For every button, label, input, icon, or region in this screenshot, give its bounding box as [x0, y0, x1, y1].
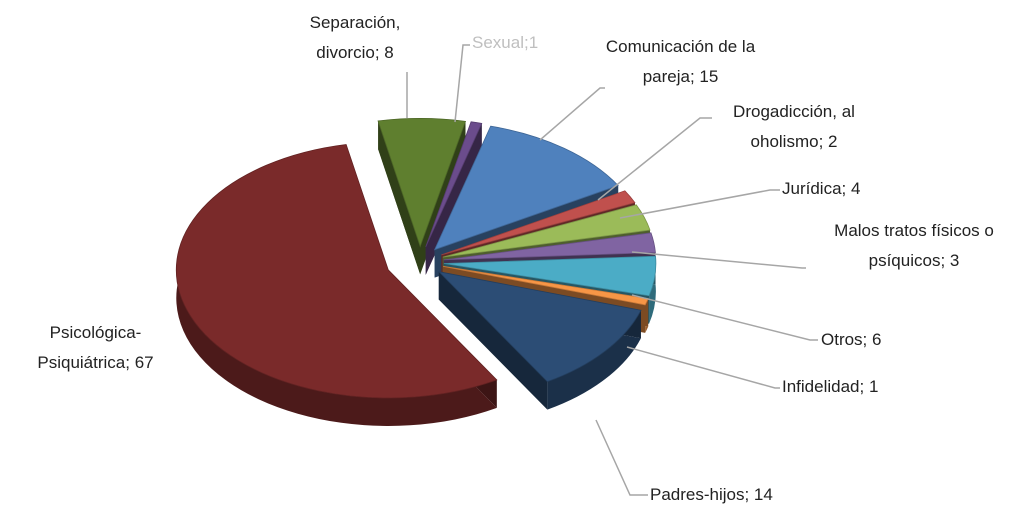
- data-label: Separación, divorcio; 8: [309, 13, 401, 62]
- slice: [175, 144, 498, 399]
- leader-line: [454, 44, 470, 123]
- slice: [437, 271, 642, 383]
- slice-tops: [175, 118, 657, 399]
- data-label: Drogadicción, al oholismo; 2: [733, 102, 855, 151]
- slice-side: [425, 121, 482, 275]
- data-label: Padres-hijos; 14: [650, 485, 773, 504]
- data-label: Sexual;1: [472, 33, 539, 52]
- data-label: Psicológica-Psiquiátrica; 67: [37, 323, 154, 372]
- leader-line: [631, 251, 806, 269]
- slice: [442, 204, 651, 258]
- slice: [377, 118, 467, 248]
- leader-line: [626, 346, 780, 389]
- data-label: Malos tratos físicos o psíquicos; 3: [834, 221, 994, 270]
- leader-lines: [406, 44, 818, 496]
- slice: [433, 125, 619, 251]
- slice: [441, 190, 636, 256]
- leader-line: [539, 87, 605, 141]
- leader-line: [597, 117, 712, 201]
- data-label: Otros; 6: [821, 330, 882, 349]
- leader-line: [631, 294, 818, 341]
- slice-side: [378, 120, 466, 275]
- data-label: Comunicación de la pareja; 15: [605, 37, 756, 86]
- slice: [443, 255, 657, 297]
- slice: [443, 232, 656, 261]
- leader-line: [595, 419, 648, 496]
- slice-side: [176, 144, 497, 426]
- data-label: Infidelidad; 1: [782, 377, 879, 396]
- slice: [425, 121, 483, 248]
- data-label: Jurídica; 4: [782, 179, 861, 198]
- leader-line: [619, 189, 780, 219]
